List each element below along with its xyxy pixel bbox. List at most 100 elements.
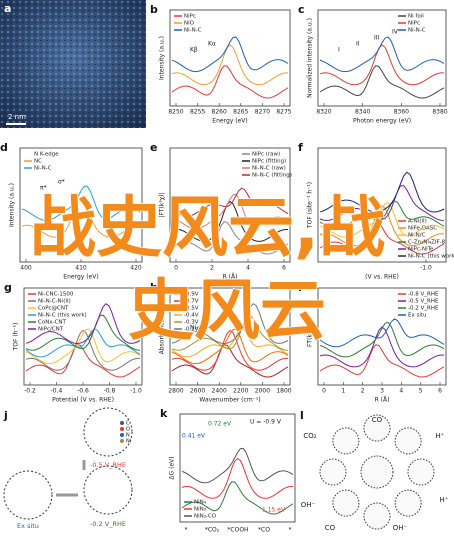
curve: [319, 185, 445, 221]
watermark-text: 史风云: [128, 272, 326, 349]
curve: [319, 221, 445, 255]
x-tick-label: 420: [130, 265, 142, 272]
legend-label: -0.5 V_RHE: [408, 299, 439, 305]
curve: [319, 200, 445, 230]
legend-label: -0.4V: [184, 313, 199, 319]
x-tick-label: 4: [399, 388, 403, 395]
curve: [171, 193, 289, 230]
panel-label: c: [298, 3, 305, 16]
panel-label: g: [4, 281, 12, 294]
legend-label: -0.2V: [184, 327, 199, 333]
legend-label: NiPc (raw): [252, 152, 280, 158]
element-dot: [120, 427, 124, 431]
species-label: CO: [325, 524, 336, 532]
panel-label: k: [160, 407, 168, 420]
panel-label: d: [0, 141, 8, 154]
y-axis-label: ΔG (eV): [169, 456, 176, 479]
axes-frame: [179, 413, 296, 523]
x-tick-label: 8260: [212, 109, 227, 116]
legend-label: -0.5V: [184, 306, 199, 312]
energy-label: 0.72 eV: [208, 421, 232, 428]
legend-label: NiN₃: [194, 507, 206, 513]
state-label: Ex situ: [17, 522, 39, 530]
curve: [171, 36, 289, 73]
legend-label: NC: [34, 159, 42, 165]
curve: [171, 44, 288, 86]
state-circle: [83, 465, 133, 515]
legend-label: NiN₃-CO: [194, 514, 217, 520]
species-label: H⁺: [440, 496, 449, 504]
curve: [181, 457, 293, 499]
annotation: I: [338, 47, 340, 54]
x-axis-label: Photon energy (eV): [353, 118, 411, 125]
annotation: σ*: [58, 179, 65, 186]
x-tick-label: 5: [419, 388, 423, 395]
curve: [319, 344, 445, 378]
legend-label: Ni-CNC-1500: [38, 292, 74, 298]
state-circle: [83, 407, 133, 457]
x-tick-label: -1.0: [130, 388, 142, 395]
x-tick-label: 6: [282, 265, 286, 272]
legend-label: -0.7V: [184, 299, 199, 305]
axes-frame: [169, 147, 291, 263]
step-label: *: [289, 527, 292, 534]
x-tick-label: 0: [322, 388, 326, 395]
step-label: *CO: [258, 527, 270, 534]
x-tick-label: 4: [246, 265, 250, 272]
x-tick-label: 8340: [355, 109, 370, 116]
element-label: Ni: [126, 439, 131, 445]
curve: [171, 187, 289, 217]
curve: [319, 36, 445, 73]
legend-label: -0.3V: [184, 320, 199, 326]
x-tick-label: 8275: [276, 109, 291, 116]
legend-label: Ni foil: [408, 14, 424, 20]
annotation: III: [374, 35, 380, 42]
plots: b 8250 8255 8260 8265 8270 8275 Energy (eV) Inte…: [0, 3, 454, 534]
legend-label: Ni-N-C: [408, 28, 426, 34]
curve: [21, 196, 140, 238]
y-axis-label: |FT(k³χ)|: [159, 192, 166, 217]
legend-label: CoNx-CNT: [38, 320, 67, 326]
x-tick-label: -0.8: [104, 388, 116, 395]
curve: [319, 318, 445, 348]
legend-label: NiN₄: [194, 500, 207, 506]
intermediate: [363, 502, 391, 530]
legend-label: -0.9V: [184, 292, 199, 298]
x-tick-label: 8250: [168, 109, 183, 116]
curve: [319, 202, 445, 238]
axes-frame: [317, 9, 447, 107]
x-tick-label: 1800: [276, 388, 291, 395]
panel-label: a: [4, 2, 11, 15]
x-axis-label: Potential (V vs. RHE): [52, 397, 114, 404]
element-dot: [120, 421, 124, 425]
x-axis-label: Energy (eV): [63, 274, 98, 281]
x-tick-label: 0: [174, 265, 178, 272]
x-axis-label: (V vs. RHE): [365, 274, 399, 281]
state-label: -0.5 V_RHE: [90, 461, 126, 469]
x-tick-label: 8380: [432, 109, 447, 116]
y-axis-label: Intensity (a.u.): [9, 183, 16, 227]
legend-label: A-Ni(II): [408, 219, 427, 225]
curve: [181, 447, 294, 484]
element-dot: [120, 433, 124, 437]
intermediate: [394, 427, 422, 455]
legend-label: Ni-N-C (this work): [408, 254, 454, 260]
intermediate: [363, 414, 391, 442]
curve: [171, 221, 289, 255]
panel-label: f: [298, 141, 303, 154]
panel-label: h: [150, 281, 158, 294]
curve: [171, 344, 289, 378]
x-tick-label: 2: [210, 265, 214, 272]
x-tick-label: 8255: [190, 109, 205, 116]
scale-label: 2 nm: [8, 113, 26, 121]
axes-frame: [317, 147, 447, 263]
curve: [319, 44, 444, 86]
x-tick-label: 400: [20, 265, 32, 272]
x-tick-label: -1.0: [420, 265, 432, 272]
intermediate: [332, 427, 360, 455]
curve: [171, 329, 288, 371]
tem-texture: [0, 0, 146, 128]
species-label: OH⁻: [393, 524, 408, 532]
legend-label: Ex situ: [408, 313, 427, 319]
x-tick-label: -0.4: [51, 388, 63, 395]
